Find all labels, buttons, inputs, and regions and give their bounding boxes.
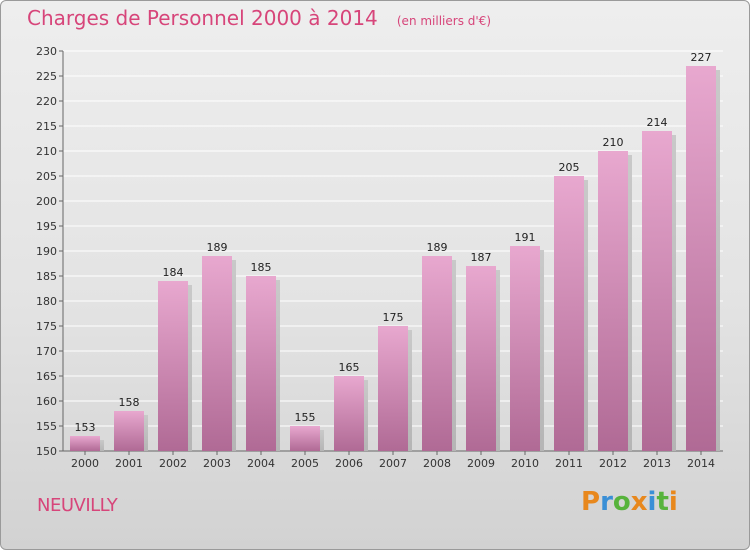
bar-value-label: 155 (295, 411, 316, 424)
logo-letter: r (600, 487, 613, 517)
y-tick-label: 150 (36, 445, 57, 458)
y-tick-label: 160 (36, 395, 57, 408)
x-tick-label: 2004 (247, 457, 275, 470)
bar (466, 266, 496, 451)
y-tick-labels: 150 155 160 165 170 175 180 185 190 195 200 205 210 2… (36, 45, 63, 458)
chart-title-text: Charges de Personnel 2000 à 2014 (27, 6, 378, 30)
x-tick-label: 2006 (335, 457, 363, 470)
y-tick-label: 230 (36, 45, 57, 58)
y-tick-label: 215 (36, 120, 57, 133)
logo-letter: i (668, 487, 678, 517)
bar-value-label: 175 (383, 311, 404, 324)
x-tick-label: 2014 (687, 457, 715, 470)
bar-value-label: 153 (75, 421, 96, 434)
bar (334, 376, 364, 451)
bar-value-label: 205 (559, 161, 580, 174)
x-tick-label: 2005 (291, 457, 319, 470)
bar (202, 256, 232, 451)
bar-value-label: 184 (163, 266, 184, 279)
x-tick-label: 2000 (71, 457, 99, 470)
x-tick-label: 2013 (643, 457, 671, 470)
bar-value-label: 185 (251, 261, 272, 274)
bar (642, 131, 672, 451)
bar-value-label: 214 (647, 116, 668, 129)
x-tick-label: 2009 (467, 457, 495, 470)
logo-letter: x (630, 487, 648, 517)
bars (70, 66, 720, 451)
bar (598, 151, 628, 451)
y-tick-label: 225 (36, 70, 57, 83)
bar-value-label: 191 (515, 231, 536, 244)
y-tick-label: 185 (36, 270, 57, 283)
x-tick-label: 2010 (511, 457, 539, 470)
y-tick-label: 210 (36, 145, 57, 158)
bar (422, 256, 452, 451)
commune-name: NEUVILLY (37, 495, 118, 516)
bar-value-label: 187 (471, 251, 492, 264)
x-tick-label: 2011 (555, 457, 583, 470)
value-labels: 153 158 184 189 185 155 165 175 189 187 191 205 210 2… (75, 51, 712, 434)
logo-letter: o (612, 487, 631, 517)
bar-value-label: 189 (207, 241, 228, 254)
y-tick-label: 180 (36, 295, 57, 308)
bar (246, 276, 276, 451)
y-tick-label: 220 (36, 95, 57, 108)
proxiti-logo[interactable]: Proxiti (581, 487, 678, 517)
bar (290, 426, 320, 451)
x-tick-label: 2001 (115, 457, 143, 470)
x-tick-labels: 2000 2001 2002 2003 2004 2005 2006 2007 2008 2009… (71, 451, 715, 470)
bar (510, 246, 540, 451)
x-tick-label: 2012 (599, 457, 627, 470)
y-tick-label: 200 (36, 195, 57, 208)
y-tick-label: 205 (36, 170, 57, 183)
bar-value-label: 210 (603, 136, 624, 149)
x-tick-label: 2007 (379, 457, 407, 470)
bar (70, 436, 100, 451)
chart-unit-note: (en milliers d'€) (396, 14, 491, 28)
y-tick-label: 170 (36, 345, 57, 358)
y-tick-label: 195 (36, 220, 57, 233)
bar-value-label: 158 (119, 396, 140, 409)
y-tick-label: 165 (36, 370, 57, 383)
y-tick-label: 190 (36, 245, 57, 258)
y-tick-label: 155 (36, 420, 57, 433)
bar (686, 66, 716, 451)
x-tick-label: 2008 (423, 457, 451, 470)
logo-letter: t (656, 487, 669, 517)
logo-letter: i (647, 487, 657, 517)
bar-value-label: 189 (427, 241, 448, 254)
bar (554, 176, 584, 451)
bar-value-label: 227 (691, 51, 712, 64)
logo-letter: P (581, 487, 601, 517)
chart-title: Charges de Personnel 2000 à 2014 (en mil… (27, 6, 491, 30)
bar (378, 326, 408, 451)
bar-value-label: 165 (339, 361, 360, 374)
x-tick-label: 2002 (159, 457, 187, 470)
x-tick-label: 2003 (203, 457, 231, 470)
y-tick-label: 175 (36, 320, 57, 333)
bar (114, 411, 144, 451)
bar (158, 281, 188, 451)
